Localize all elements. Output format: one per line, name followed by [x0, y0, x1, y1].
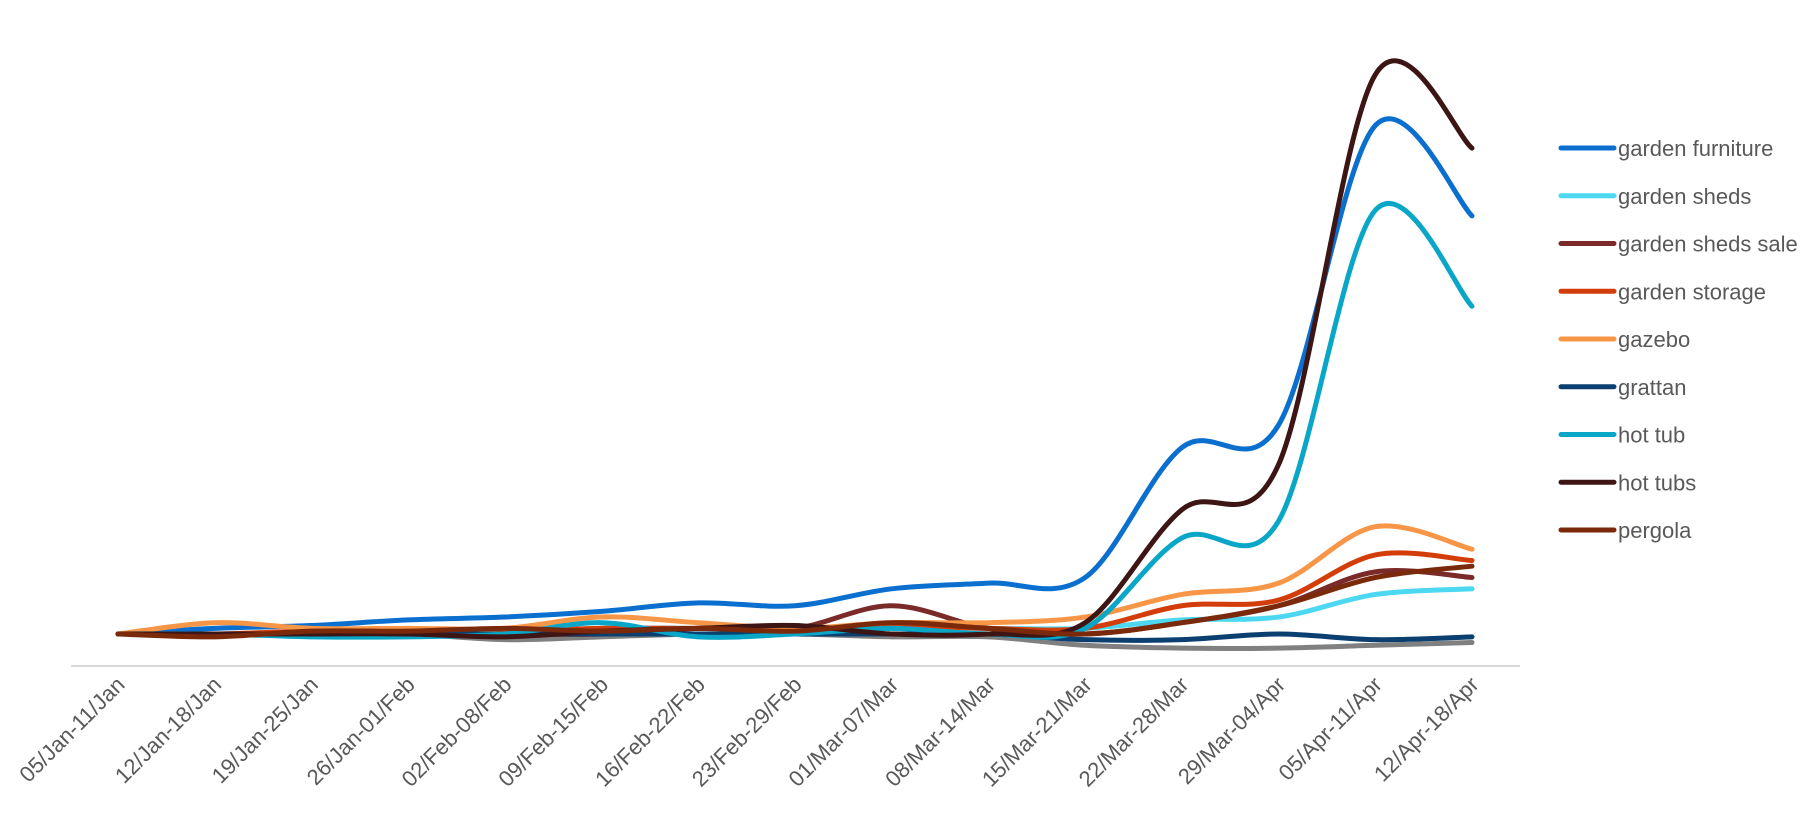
legend-item-hot-tubs: hot tubs	[1558, 470, 1696, 495]
series-line-garden-furniture	[115, 116, 1475, 637]
legend-item-garden-storage: garden storage	[1558, 279, 1766, 304]
legend-label: garden sheds	[1618, 184, 1751, 209]
legend-item-hot-tub: hot tub	[1558, 423, 1685, 448]
legend-label: pergola	[1618, 518, 1692, 543]
series-layer	[115, 58, 1475, 651]
legend-item-gazebo: gazebo	[1558, 327, 1690, 352]
series-line-garden-storage	[115, 550, 1475, 637]
series-line-hot-tubs	[115, 58, 1475, 640]
legend-label: hot tub	[1618, 423, 1685, 448]
legend-item-garden-sheds: garden sheds	[1558, 184, 1751, 209]
legend-label: garden storage	[1618, 279, 1766, 304]
legend-label: garden sheds sale	[1618, 232, 1798, 257]
legend-label: grattan	[1618, 375, 1687, 400]
series-line-hot-tub	[115, 200, 1475, 640]
legend-label: hot tubs	[1618, 470, 1696, 495]
series-line-pergola	[115, 563, 1475, 640]
x-tick-labels: 05/Jan-11/Jan12/Jan-18/Jan19/Jan-25/Jan2…	[14, 672, 1483, 792]
legend: garden furniture garden sheds garden sheds…	[1558, 136, 1798, 543]
legend-label: garden furniture	[1618, 136, 1773, 161]
legend-label: gazebo	[1618, 327, 1690, 352]
legend-item-garden-sheds-sale: garden sheds sale	[1558, 232, 1798, 257]
legend-item-grattan: grattan	[1558, 375, 1687, 400]
legend-item-pergola: pergola	[1558, 518, 1692, 543]
legend-item-garden-furniture: garden furniture	[1558, 136, 1773, 161]
